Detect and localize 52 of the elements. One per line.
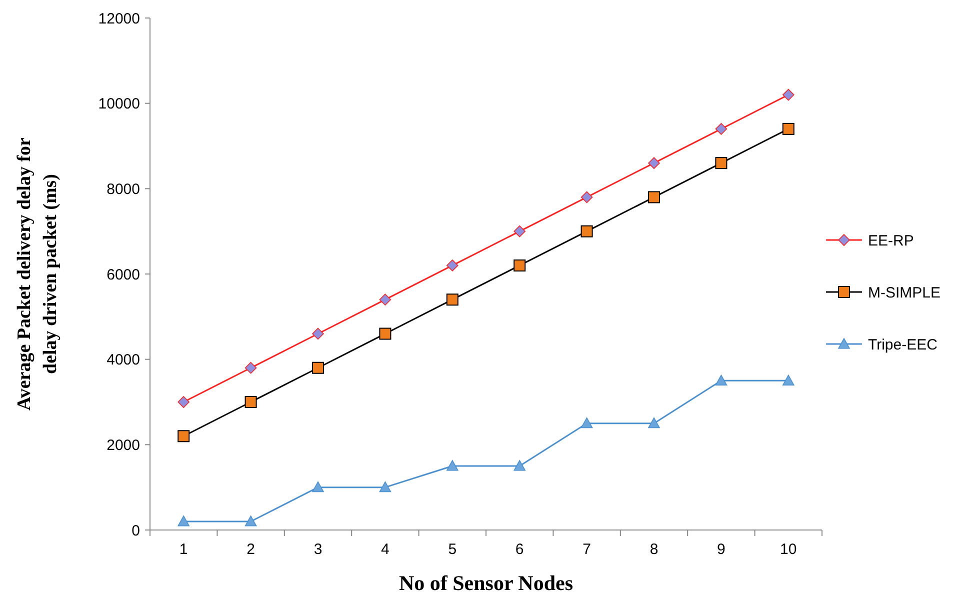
point xyxy=(782,122,794,135)
y-tick-label: 8000 xyxy=(106,180,140,198)
point xyxy=(379,481,392,492)
point xyxy=(244,396,257,408)
point xyxy=(782,88,794,101)
x-tick-label: 9 xyxy=(717,541,726,558)
x-tick-label: 6 xyxy=(515,541,524,558)
legend-label: Tripe-EEC xyxy=(868,336,938,354)
y-tick-label: 0 xyxy=(132,522,140,540)
point xyxy=(446,260,458,272)
point xyxy=(312,481,324,492)
legend-label: M-SIMPLE xyxy=(868,284,941,302)
point xyxy=(446,460,458,471)
point xyxy=(178,430,190,442)
point xyxy=(178,516,190,526)
point xyxy=(514,225,526,238)
point xyxy=(580,225,593,238)
point xyxy=(580,417,593,428)
point xyxy=(244,362,257,374)
x-tick-label: 10 xyxy=(780,541,797,558)
point xyxy=(446,294,458,306)
point xyxy=(514,460,526,471)
y-tick-label: 6000 xyxy=(106,266,140,284)
x-tick-label: 2 xyxy=(246,541,255,558)
point xyxy=(312,328,324,340)
point xyxy=(782,374,794,386)
x-tick-label: 7 xyxy=(582,541,591,558)
y-tick-label: 4000 xyxy=(106,352,140,369)
point xyxy=(514,259,526,272)
point xyxy=(178,396,190,408)
point xyxy=(244,516,257,526)
point xyxy=(715,123,728,135)
x-axis-title: No of Sensor Nodes xyxy=(398,571,574,595)
y-axis-title: Average Packet delivery delay for delay driven packet (ms) xyxy=(14,136,61,410)
x-tick-label: 1 xyxy=(179,541,188,558)
x-tick-label: 8 xyxy=(650,541,658,558)
y-tick-label: 12000 xyxy=(98,10,140,28)
point xyxy=(580,191,593,204)
point xyxy=(648,157,660,169)
point xyxy=(648,417,660,428)
legend-label: EE-RP xyxy=(868,232,914,250)
point xyxy=(312,362,324,374)
point xyxy=(648,191,660,204)
x-tick-label: 3 xyxy=(314,541,322,558)
x-tick-label: 4 xyxy=(381,541,390,558)
y-tick-label: 2000 xyxy=(106,436,140,454)
point xyxy=(715,157,728,170)
y-tick-label: 10000 xyxy=(98,96,140,113)
point xyxy=(715,374,728,386)
point xyxy=(379,294,392,306)
point xyxy=(379,328,392,340)
x-tick-label: 5 xyxy=(448,541,457,558)
